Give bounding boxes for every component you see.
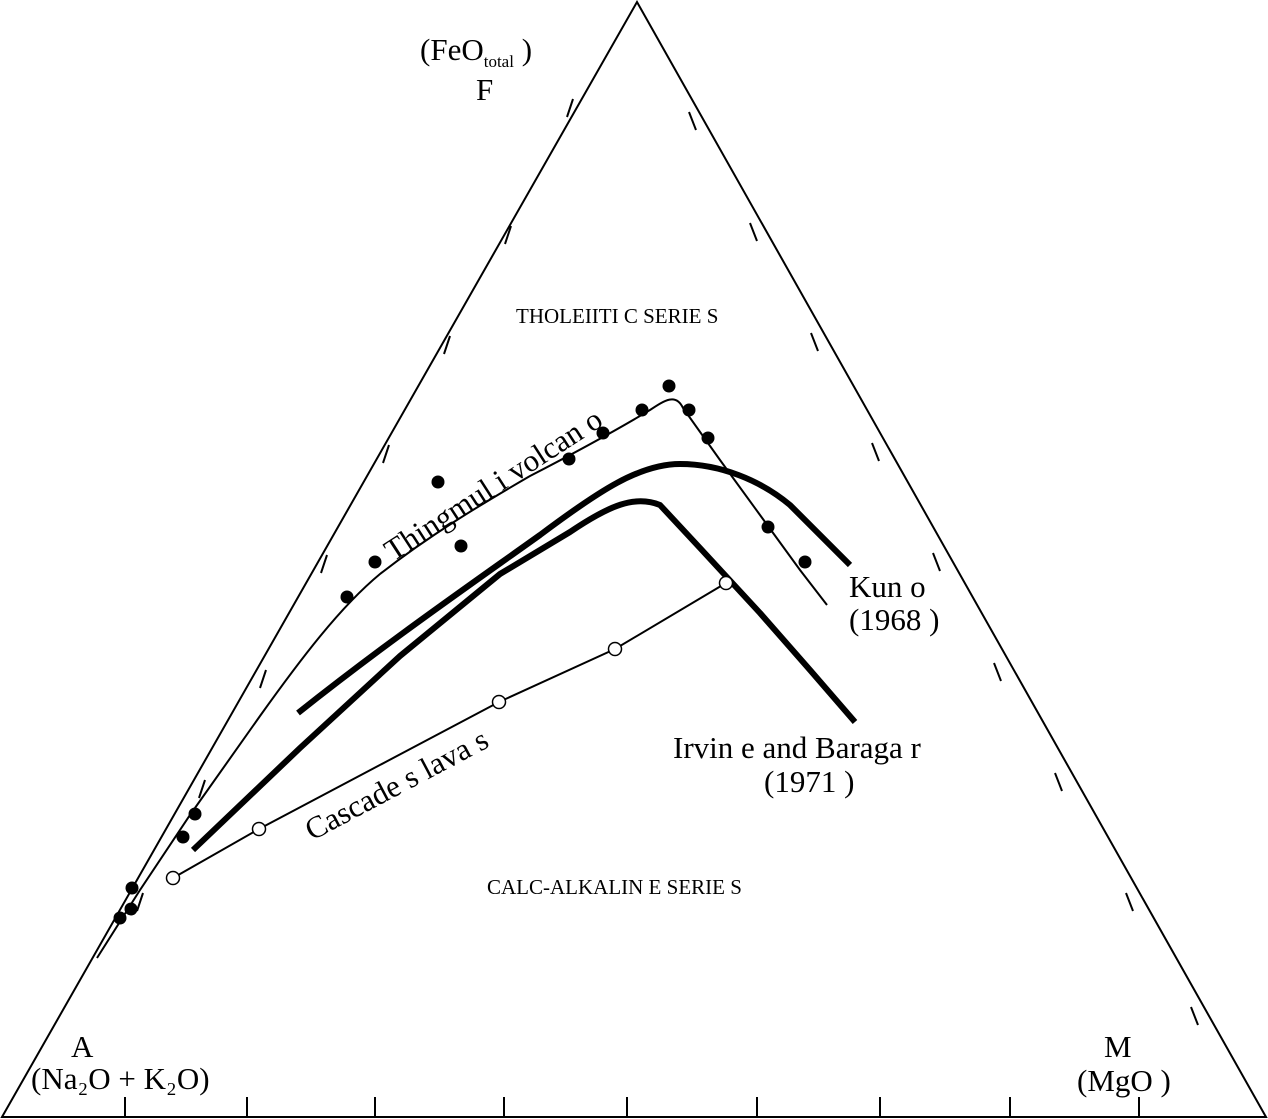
thingmuli-data-point [662, 379, 676, 393]
thingmuli-data-point [431, 475, 445, 489]
tick-mark [1190, 1006, 1199, 1026]
thingmuli-data-point [635, 403, 649, 417]
tick-mark [259, 669, 267, 689]
thingmuli-data-point [596, 426, 610, 440]
tick-marks [124, 98, 1199, 1117]
cascades-data-point [165, 870, 181, 886]
tick-mark [749, 222, 758, 242]
thingmuli-data-point [125, 881, 139, 895]
thingmuli-data-point [682, 403, 696, 417]
thingmuli-data-point [798, 555, 812, 569]
thingmuli-trend-line [96, 398, 828, 959]
irvine-baragar-year-label: (1971 ) [764, 764, 854, 799]
thingmuli-data-point [113, 911, 127, 925]
kuno-curve [296, 461, 853, 716]
thingmuli-data-point [761, 520, 775, 534]
irvine-baragar-curve [190, 498, 858, 853]
cascades-data-point [718, 575, 734, 591]
cascades-curve-label: Cascade s lava s [299, 721, 494, 847]
tick-mark [198, 779, 206, 799]
tick-mark [136, 892, 144, 912]
tholeiitic-series-label: THOLEIITI C SERIE S [516, 304, 718, 328]
thingmuli-data-point [188, 807, 202, 821]
vertex-m-oxide-label: (MgO ) [1077, 1063, 1171, 1098]
cascades-data-points [165, 575, 734, 886]
thingmuli-data-points [113, 379, 812, 925]
thingmuli-curve-label: Thingmul i volcan o [378, 401, 609, 568]
tick-mark [932, 552, 941, 572]
vertex-a-oxide-label: (Na₂O + K₂O) [31, 1061, 210, 1096]
tick-mark [810, 332, 819, 352]
tick-mark [688, 111, 697, 131]
vertex-m-letter: M [1104, 1029, 1132, 1064]
cascades-data-point [491, 694, 507, 710]
kuno-year-label: (1968 ) [849, 602, 939, 637]
calc-alkaline-series-label: CALC-ALKALIN E SERIE S [487, 875, 742, 899]
thingmuli-data-point [340, 590, 354, 604]
tick-mark [504, 225, 512, 245]
thingmuli-data-point [562, 452, 576, 466]
vertex-a-letter: A [71, 1029, 94, 1064]
cascades-data-point [251, 821, 267, 837]
thingmuli-data-point [368, 555, 382, 569]
vertex-f-letter: F [476, 72, 493, 107]
tick-mark [320, 554, 328, 574]
tick-mark [1054, 772, 1063, 792]
tick-mark [871, 442, 880, 462]
kuno-curve-label: Kun o [849, 569, 926, 604]
thingmuli-data-point [701, 431, 715, 445]
tick-mark [566, 98, 574, 118]
tick-mark [443, 335, 451, 355]
irvine-baragar-curve-label: Irvin e and Baraga r [673, 730, 922, 765]
thingmuli-data-point [176, 830, 190, 844]
cascades-data-point [607, 641, 623, 657]
thingmuli-data-point [454, 539, 468, 553]
tick-mark [993, 662, 1002, 682]
tick-mark [1125, 892, 1134, 912]
tick-mark [382, 444, 390, 464]
thingmuli-data-point [124, 902, 138, 916]
vertex-f-oxide-label: (FeOtotal ) [420, 32, 532, 71]
